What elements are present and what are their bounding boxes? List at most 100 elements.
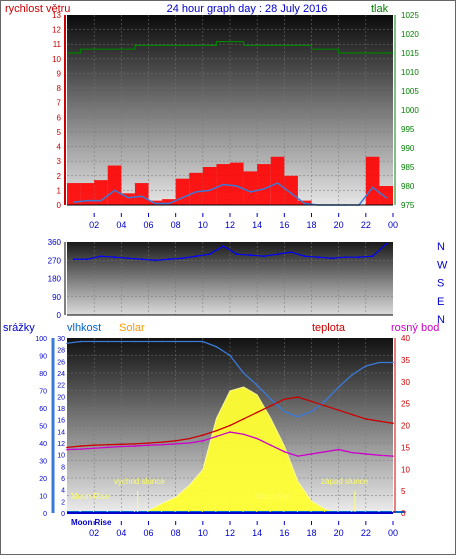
- pressure-point: [385, 52, 387, 54]
- pressure-y-tick-label: 1015: [401, 49, 419, 58]
- pressure-line: [67, 40, 393, 54]
- pressure-point: [249, 44, 251, 47]
- wind-average-point: [235, 185, 238, 187]
- wind-gust-bar: [175, 178, 190, 205]
- humidity-label: vlhkost: [67, 322, 101, 334]
- temperature-point: [93, 444, 95, 446]
- dew-point-point: [310, 453, 313, 455]
- rain-y-tick-label: 50: [39, 424, 47, 431]
- rain-y-tick-label: 70: [39, 389, 47, 396]
- x-tick-label: 14: [252, 220, 262, 230]
- wind-gust-bar: [284, 175, 298, 205]
- humidity-y-tick-label: 20: [57, 394, 65, 401]
- direction-y-tick-label: 0: [57, 311, 62, 320]
- direction-panel-series: [72, 243, 388, 262]
- pressure-y-tick-label: 1010: [401, 68, 419, 77]
- humidity-point: [392, 361, 394, 364]
- direction-point: [330, 257, 333, 260]
- pressure-point: [86, 48, 88, 50]
- dew-point-point: [174, 443, 177, 445]
- moon-rise-axis-annotation: Moon Rise: [71, 518, 112, 527]
- dew-point-point: [93, 447, 95, 450]
- x-tick-label: 22: [361, 528, 371, 538]
- direction-point: [262, 255, 265, 258]
- wind-y-tick-label: 13: [52, 11, 61, 20]
- wind-average-point: [154, 202, 157, 205]
- humidity-point: [242, 372, 245, 374]
- wind-average-point: [222, 183, 225, 186]
- humidity-point: [120, 340, 123, 343]
- temp-y-tick-label: 25: [401, 400, 410, 409]
- direction-line: [73, 243, 387, 261]
- x-tick-label: 10: [198, 220, 208, 230]
- pressure-y-tick-label: 980: [401, 182, 415, 191]
- direction-point: [167, 258, 170, 261]
- pressure-point: [113, 48, 116, 50]
- temperature-point: [392, 422, 394, 425]
- compass-label: N: [437, 314, 445, 326]
- wind-axis-label: rychlost větru: [5, 3, 70, 15]
- direction-y-tick-label: 180: [48, 275, 62, 284]
- humidity-y-tick-label: 24: [57, 371, 65, 378]
- pressure-point: [344, 52, 347, 54]
- x-tick-label: 08: [171, 220, 181, 230]
- wind-average-point: [72, 201, 75, 203]
- wind-y-tick-label: 4: [57, 143, 62, 152]
- dew-point-point: [324, 450, 326, 453]
- direction-point: [290, 251, 293, 254]
- temperature-point: [297, 396, 299, 398]
- wind-gust-bar: [243, 171, 258, 205]
- rain-y-tick-label: 90: [39, 354, 47, 361]
- humidity-point: [215, 345, 218, 348]
- direction-point: [195, 255, 198, 258]
- wind-average-point: [140, 195, 143, 198]
- temperature-point: [324, 405, 326, 407]
- direction-point: [344, 256, 347, 259]
- wind-panel-series: [67, 40, 393, 206]
- rain-y-tick-label: 20: [39, 476, 47, 483]
- pressure-point: [276, 44, 279, 47]
- moon-rise-annotation: Moon Rise: [71, 492, 110, 501]
- temperature-point: [229, 424, 231, 427]
- x-tick-label: 00: [388, 528, 398, 538]
- humidity-point: [229, 354, 231, 357]
- humidity-point: [310, 410, 313, 413]
- humidity-point: [324, 400, 326, 402]
- direction-point: [222, 245, 225, 248]
- wind-gust-bar: [365, 156, 380, 205]
- humidity-y-tick-label: 8: [61, 464, 65, 471]
- compass-label: W: [437, 259, 448, 271]
- wind-gust-bar: [162, 199, 176, 205]
- x-tick-label: 00: [388, 220, 398, 230]
- pressure-axis-label: tlak: [371, 3, 389, 15]
- wind-average-point: [263, 188, 265, 190]
- rain-y-tick-label: 10: [39, 494, 47, 501]
- humidity-point: [269, 398, 272, 401]
- dew-point-point: [147, 444, 150, 446]
- x-tick-label: 02: [89, 220, 99, 230]
- temperature-point: [310, 400, 313, 403]
- dew-point-point: [242, 433, 245, 436]
- x-tick-label: 10: [198, 528, 208, 538]
- x-tick-label: 04: [116, 220, 126, 230]
- pressure-y-tick-label: 1025: [401, 11, 419, 20]
- pressure-point: [304, 44, 306, 47]
- temp-label: teplota: [312, 322, 346, 334]
- dew-point-point: [337, 448, 340, 451]
- wind-gust-bar: [379, 186, 393, 205]
- temp-y-tick-label: 10: [401, 465, 410, 474]
- humidity-y-tick-label: 14: [57, 429, 65, 436]
- wind-gust-bar: [270, 156, 285, 205]
- wind-average-point: [113, 189, 116, 192]
- wind-y-tick-label: 9: [57, 69, 62, 78]
- wind-gust-bar: [202, 167, 217, 205]
- direction-point: [140, 258, 143, 261]
- pressure-point: [168, 44, 170, 47]
- humidity-y-tick-label: 30: [57, 336, 65, 343]
- pressure-point: [195, 44, 197, 47]
- temp-panel-grid: [67, 338, 393, 513]
- pressure-y-tick-label: 990: [401, 144, 415, 153]
- humidity-y-tick-label: 12: [57, 441, 65, 448]
